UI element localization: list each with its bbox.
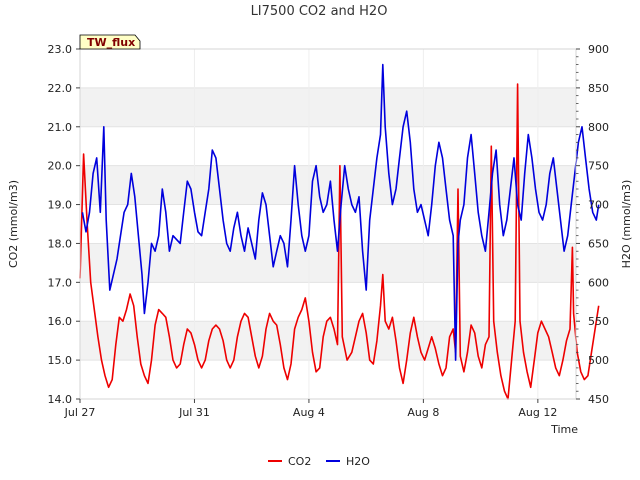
y-tick-label: 18.0 — [48, 237, 73, 250]
badge: TW_flux — [79, 34, 141, 50]
x-tick-label: Aug 12 — [518, 406, 557, 419]
y2-tick-label: 750 — [588, 160, 609, 173]
y-tick-label: 20.0 — [48, 160, 73, 173]
y2-tick-label: 500 — [588, 354, 609, 367]
grid-band — [80, 87, 576, 127]
grid-band — [80, 321, 576, 361]
badge-box — [79, 34, 141, 50]
y2-tick-label: 550 — [588, 315, 609, 328]
x-tick-label: Aug 4 — [293, 406, 325, 419]
y2-axis-title: H2O (mmol/m3) — [620, 180, 633, 269]
y-tick-label: 22.0 — [48, 82, 73, 95]
y-tick-label: 16.0 — [48, 315, 73, 328]
legend-label-h2o: H2O — [346, 455, 370, 468]
y2-tick-label: 600 — [588, 276, 609, 289]
badge-label: TW_flux — [87, 36, 135, 49]
y2-tick-label: 650 — [588, 237, 609, 250]
y-tick-label: 15.0 — [48, 354, 73, 367]
legend-label-co2: CO2 — [288, 455, 311, 468]
y-tick-label: 23.0 — [48, 43, 73, 56]
x-tick-label: Jul 31 — [178, 406, 210, 419]
y2-tick-label: 900 — [588, 43, 609, 56]
x-tick-label: Jul 27 — [64, 406, 96, 419]
y2-tick-label: 850 — [588, 82, 609, 95]
chart-title: LI7500 CO2 and H2O — [251, 4, 388, 19]
legend: CO2 H2O — [268, 455, 370, 468]
y-tick-label: 14.0 — [48, 393, 73, 406]
y-tick-label: 17.0 — [48, 276, 73, 289]
x-tick-label: Aug 8 — [407, 406, 439, 419]
axis-layer: 14.0 15.0 16.0 17.0 18.0 19.0 20.0 21.0 22.0 23.0… — [48, 43, 610, 419]
series-line-co2 — [79, 83, 600, 400]
y2-tick-label: 800 — [588, 121, 609, 134]
plot-frame — [79, 48, 577, 400]
y-tick-label: 21.0 — [48, 121, 73, 134]
series-layer — [79, 63, 600, 400]
y-axis-title: CO2 (mmol/m3) — [7, 180, 20, 268]
y2-tick-label: 700 — [588, 199, 609, 212]
y-tick-label: 19.0 — [48, 199, 73, 212]
series-line-h2o — [81, 63, 600, 361]
y2-tick-label: 450 — [588, 393, 609, 406]
x-axis-title: Time — [550, 423, 578, 436]
